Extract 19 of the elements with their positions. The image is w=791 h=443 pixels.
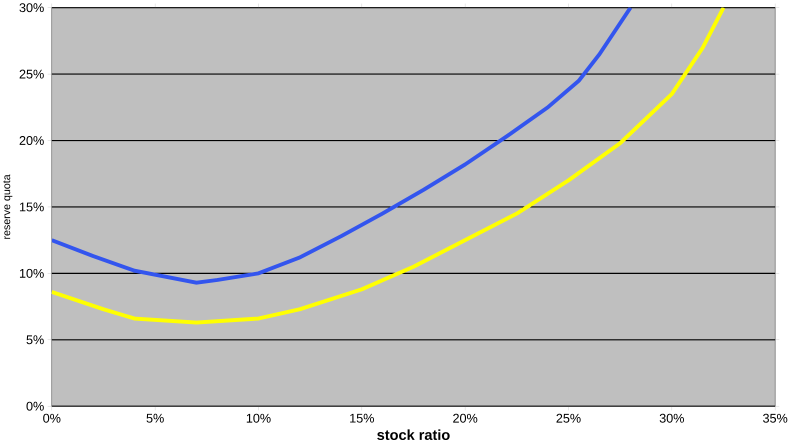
y-tick-label: 0% [26, 402, 44, 411]
x-tick-label: 5% [146, 414, 164, 423]
x-tick-label: 10% [246, 414, 271, 423]
y-tick-label: 15% [20, 202, 44, 212]
x-axis-title: stock ratio [377, 429, 450, 440]
x-tick-label: 15% [350, 414, 374, 423]
x-tick-label: 35% [763, 414, 788, 423]
x-tick-label: 0% [43, 414, 60, 423]
x-tick-label: 20% [453, 414, 478, 423]
line-series [52, 8, 726, 324]
x-tick-label: 30% [660, 414, 684, 423]
y-tick-label: 10% [20, 268, 44, 278]
x-tick-label: 25% [556, 414, 581, 423]
y-tick-label: 20% [20, 136, 44, 145]
y-tick-label: 5% [26, 335, 44, 344]
y-tick-label: 30% [19, 3, 44, 12]
y-tick-label: 25% [20, 70, 44, 78]
line-series [52, 8, 632, 284]
y-axis-title: reserve quota [3, 174, 12, 239]
